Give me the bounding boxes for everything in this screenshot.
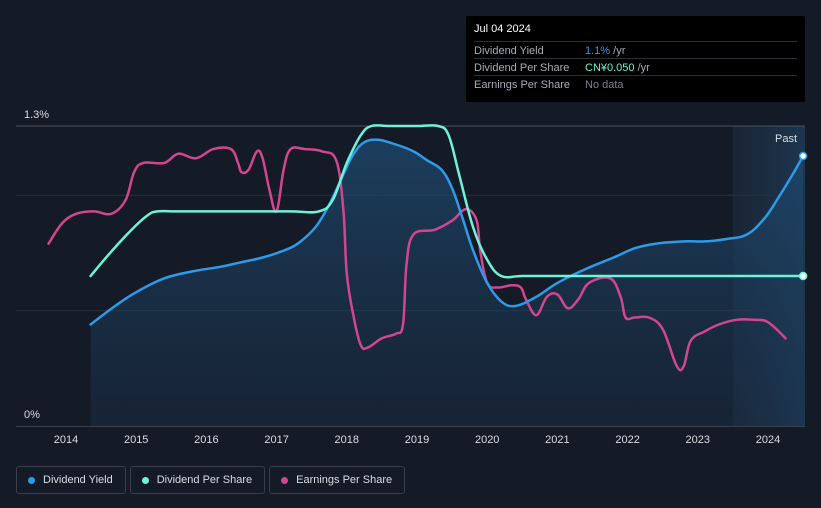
x-tick-label: 2019 xyxy=(405,434,429,446)
legend-dividend-per-share[interactable]: Dividend Per Share xyxy=(129,466,266,494)
tooltip-row-dividend-per-share: Dividend Per Share CN¥0.050 /yr xyxy=(474,58,797,76)
tooltip-label: Earnings Per Share xyxy=(474,79,570,91)
tooltip-row-earnings-per-share: Earnings Per Share No data xyxy=(474,75,797,93)
legend-earnings-per-share[interactable]: Earnings Per Share xyxy=(269,466,406,494)
tooltip-value: No data xyxy=(585,79,624,91)
x-tick-label: 2014 xyxy=(54,434,78,446)
dividend-per-share-line xyxy=(89,124,805,279)
legend-dot-icon xyxy=(281,476,289,484)
x-tick-label: 2016 xyxy=(194,434,218,446)
x-tick-label: 2021 xyxy=(545,434,569,446)
legend-label: Dividend Per Share xyxy=(156,474,253,486)
tooltip-label: Dividend Per Share xyxy=(474,62,570,74)
dividend-per-share-end-dot xyxy=(798,271,808,281)
legend-dividend-yield[interactable]: Dividend Yield xyxy=(16,466,126,494)
x-tick-label: 2017 xyxy=(264,434,288,446)
earnings-per-share-line xyxy=(47,146,787,372)
tooltip-unit: /yr xyxy=(610,45,626,57)
x-tick-label: 2020 xyxy=(475,434,499,446)
x-tick-label: 2022 xyxy=(615,434,639,446)
x-tick-label: 2024 xyxy=(756,434,780,446)
tooltip-date: Jul 04 2024 xyxy=(474,23,531,35)
legend-label: Dividend Yield xyxy=(43,474,113,486)
tooltip-value: 1.1% xyxy=(585,45,611,57)
dividend-yield-area xyxy=(90,139,804,427)
x-tick-label: 2023 xyxy=(686,434,710,446)
legend-label: Earnings Per Share xyxy=(296,474,393,486)
y-axis-bottom-label: 0% xyxy=(24,409,40,421)
legend-dot-icon xyxy=(141,476,149,484)
x-tick-label: 2018 xyxy=(335,434,359,446)
tooltip-label: Dividend Yield xyxy=(474,45,544,57)
legend-dot-icon xyxy=(28,476,35,484)
dividend-yield-line xyxy=(89,138,805,326)
tooltip-value: CN¥0.050 xyxy=(585,62,635,74)
tooltip-unit: /yr xyxy=(634,62,650,74)
dividend-yield-end-dot xyxy=(798,151,808,161)
past-label: Past xyxy=(775,133,797,145)
tooltip-row-dividend-yield: Dividend Yield 1.1% /yr xyxy=(474,41,797,59)
y-axis-top-label: 1.3% xyxy=(24,109,49,121)
tooltip-panel: Jul 04 2024 Dividend Yield 1.1% /yr Divi… xyxy=(466,16,805,102)
x-tick-label: 2015 xyxy=(124,434,148,446)
chart-legend: Dividend Yield Dividend Per Share Earnin… xyxy=(16,466,406,494)
